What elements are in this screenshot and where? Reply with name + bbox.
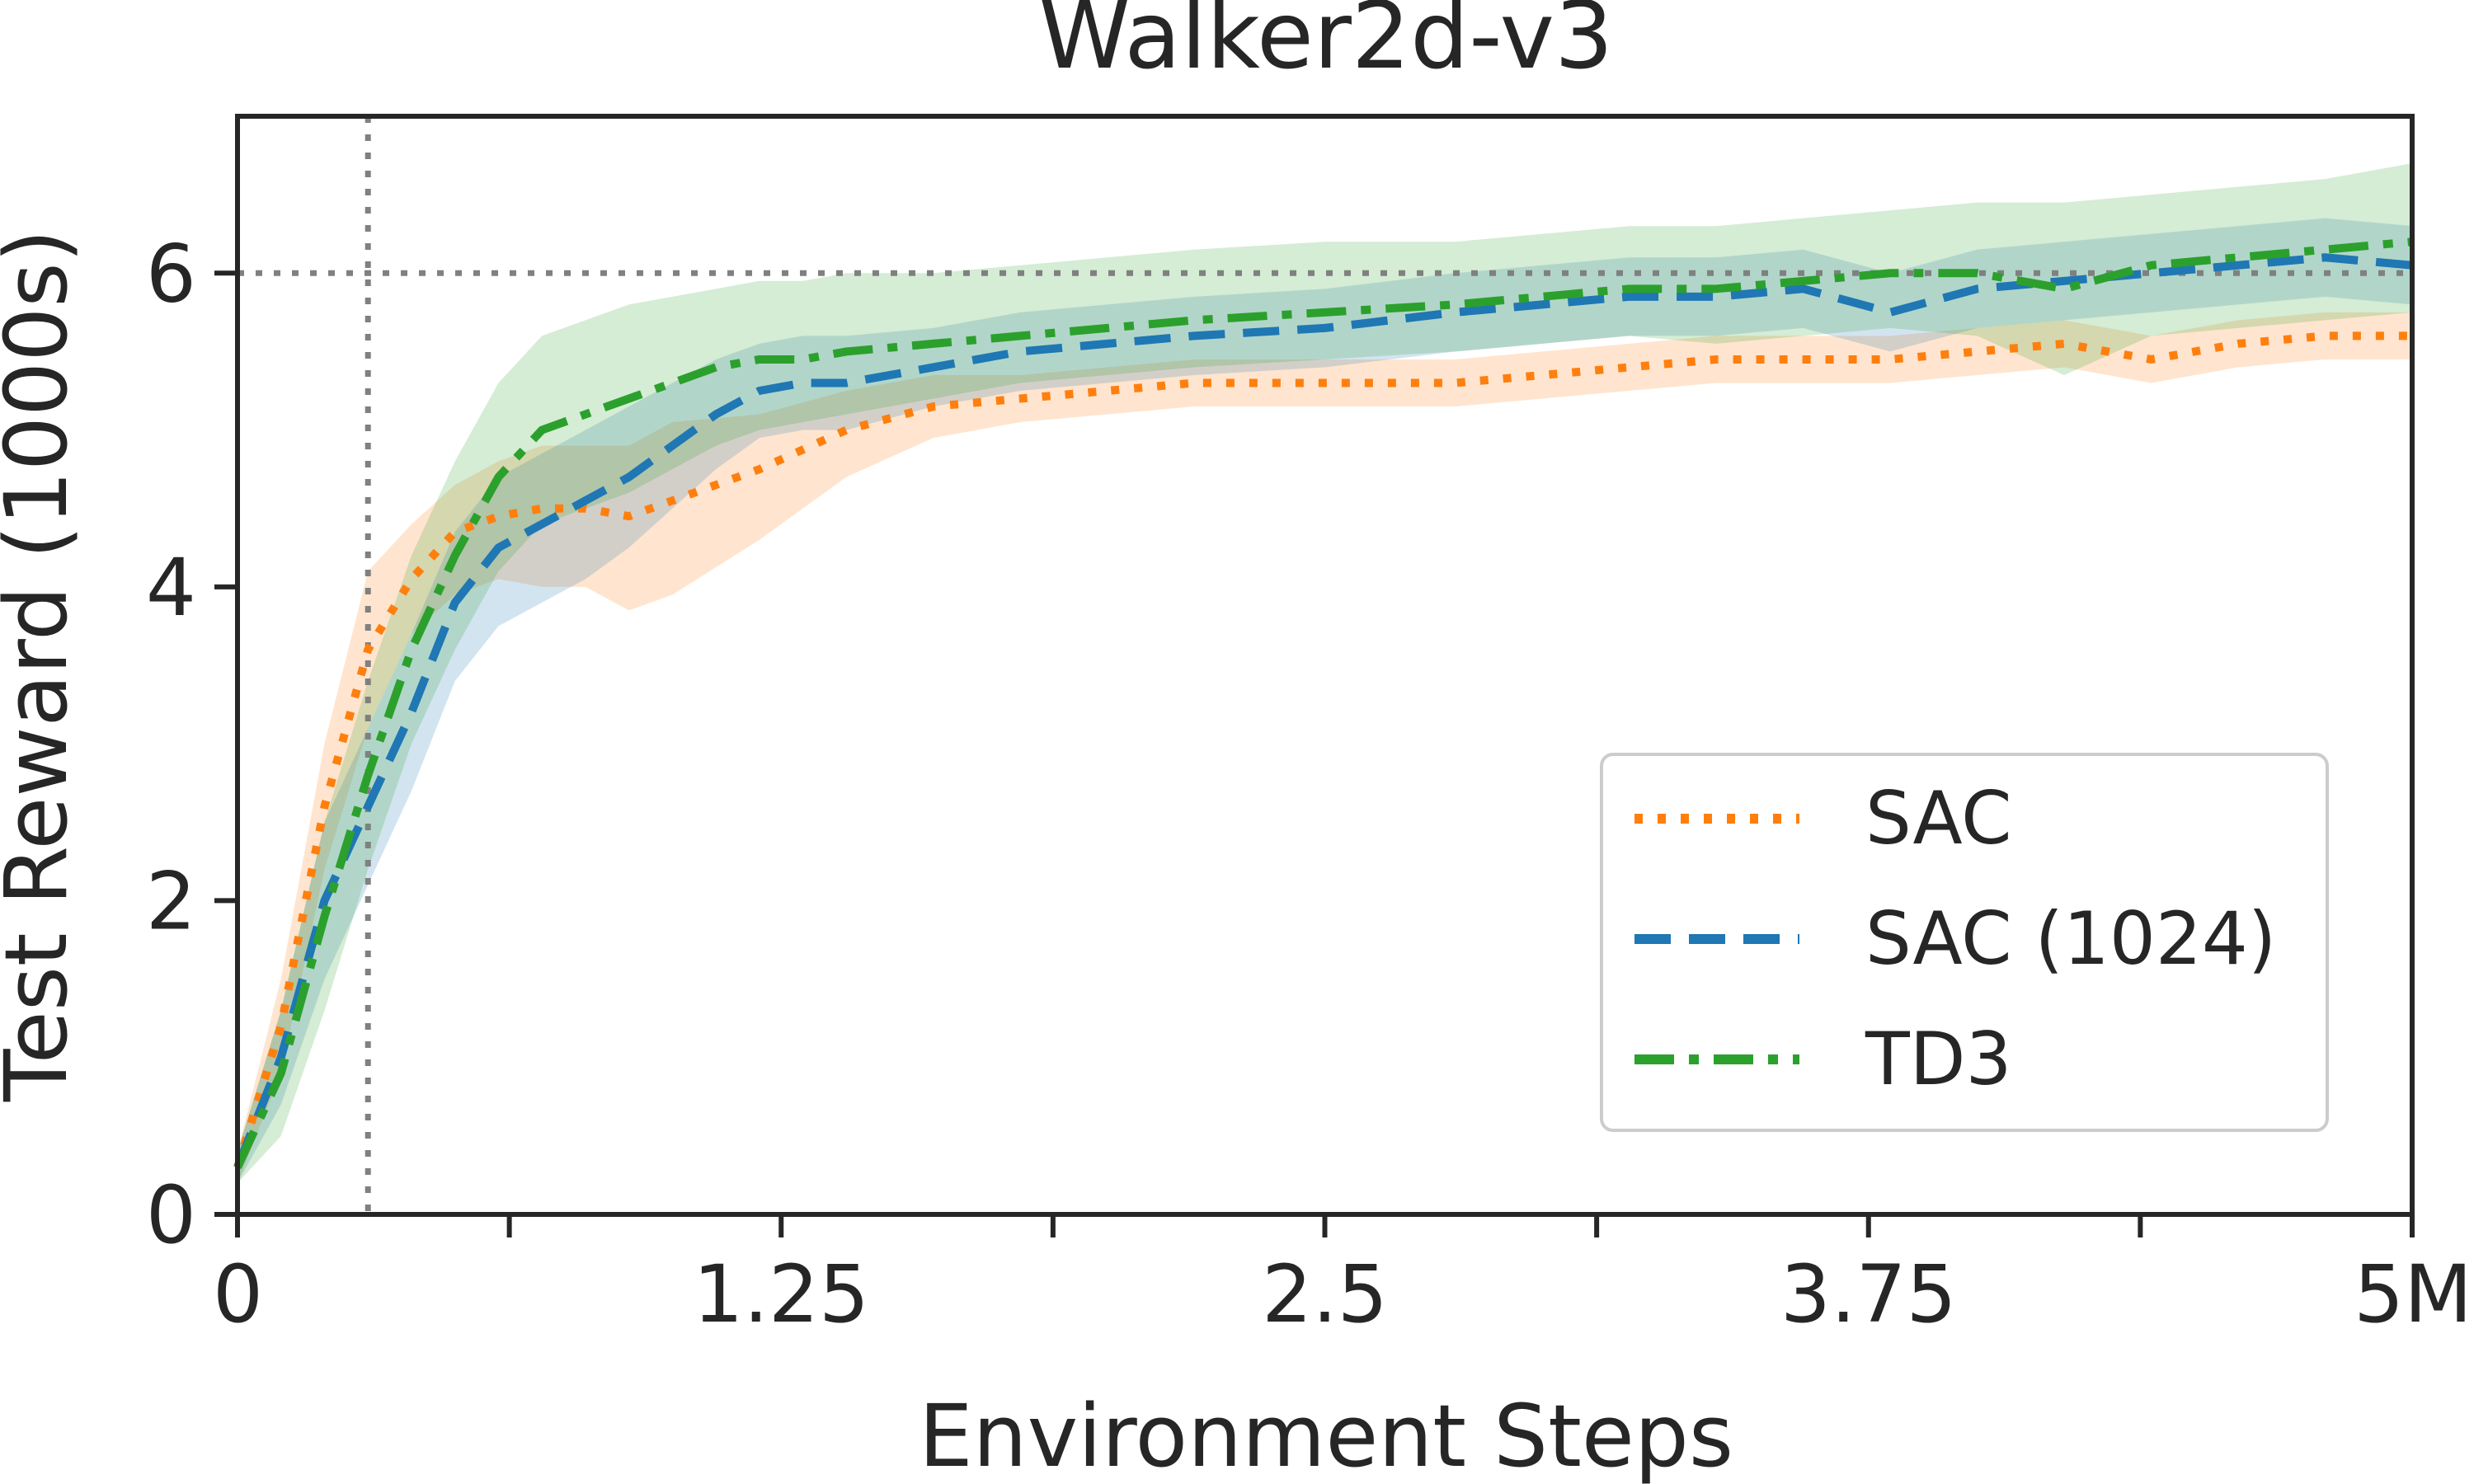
x-tick-label: 3.75 <box>1780 1248 1957 1341</box>
x-axis-ticks: 0 1.25 2.5 3.75 5M <box>213 1214 2472 1341</box>
legend-box <box>1600 753 2329 1132</box>
x-tick-label: 0 <box>213 1248 263 1341</box>
y-axis-label: Test Reward (1000s) <box>0 229 87 1102</box>
y-tick-label: 4 <box>146 542 196 634</box>
legend-label-1: SAC (1024) <box>1865 896 2276 981</box>
y-axis-ticks: 0 2 4 6 <box>146 228 238 1261</box>
confidence-bands <box>238 163 2412 1183</box>
band-series-2 <box>238 163 2412 1183</box>
x-tick-label: 5M <box>2354 1248 2472 1341</box>
series-line-0 <box>233 331 2412 1169</box>
series-line-2 <box>233 237 2413 1170</box>
y-tick-label: 0 <box>146 1169 196 1261</box>
y-tick-label: 2 <box>146 855 196 947</box>
chart-title: Walker2d-v3 <box>1039 0 1613 90</box>
series-line-1 <box>233 253 2413 1169</box>
x-axis-label: Environment Steps <box>919 1386 1733 1484</box>
x-tick-label: 1.25 <box>693 1248 869 1341</box>
legend-label-0: SAC <box>1865 776 2012 861</box>
x-tick-label: 2.5 <box>1262 1248 1388 1341</box>
legend-label-2: TD3 <box>1865 1017 2012 1101</box>
series-lines <box>233 237 2413 1170</box>
reference-lines <box>238 116 2412 1214</box>
y-tick-label: 6 <box>146 228 196 320</box>
legend: SAC SAC (1024) TD3 <box>1600 753 2329 1132</box>
